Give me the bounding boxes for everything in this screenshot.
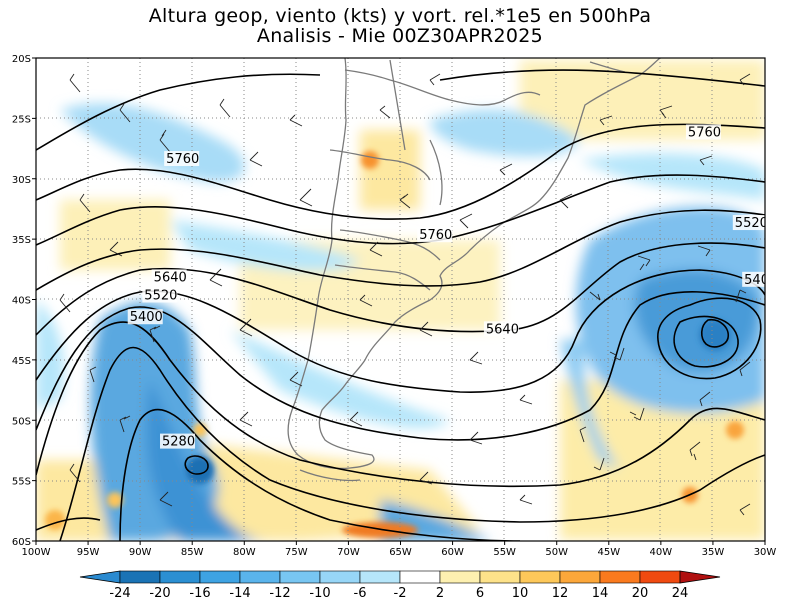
colorbar-segment (399, 570, 441, 584)
lon-tick-label: 85W (181, 547, 204, 558)
map-plot-area: 5760 5760 5760 5640 5640 5520 5520 5400 5400 5280 (36, 58, 777, 541)
lat-tick-label: 35S (12, 235, 31, 246)
contour-label-text: 5400 (744, 273, 777, 288)
colorbar-label: -2 (394, 586, 407, 600)
colorbar-label: 14 (592, 586, 609, 600)
contour-label-text: 5520 (144, 289, 177, 304)
lon-tick-label: 35W (702, 547, 725, 558)
lat-tick-label: 30S (12, 175, 31, 186)
lon-tick-label: 40W (650, 547, 673, 558)
lon-tick-label: 80W (233, 547, 256, 558)
colorbar-segment (199, 570, 241, 584)
contour-label: 5640 (151, 269, 187, 285)
colorbar-label: 2 (436, 586, 444, 600)
lon-tick-label: 60W (441, 547, 464, 558)
lat-tick-label: 60S (12, 537, 31, 548)
colorbar-low-arrow (79, 570, 121, 584)
lat-tick-label: 20S (12, 54, 31, 65)
contour-label-text: 5400 (130, 310, 163, 325)
latlon-grid (36, 58, 765, 541)
map-subtitle: Analisis - Mie 00Z30APR2025 (256, 25, 544, 47)
lon-tick-label: 100W (22, 547, 51, 558)
contour-labels: 5760 5760 5760 5640 5640 5520 5520 5400 5400 5280 (127, 124, 777, 450)
colorbar-segment (519, 570, 561, 584)
contour-label-text: 5760 (688, 125, 721, 140)
colorbar-label: 20 (632, 586, 649, 600)
colorbar-segment (479, 570, 521, 584)
coastlines (287, 58, 661, 482)
contour-label-text: 5640 (154, 270, 187, 285)
colorbar-label: -12 (269, 586, 290, 600)
colorbar-segment (439, 570, 481, 584)
colorbar-label: -10 (309, 586, 330, 600)
lon-tick-label: 45W (597, 547, 620, 558)
lon-tick-label: 75W (285, 547, 308, 558)
colorbar-segment (359, 570, 401, 584)
contour-label: 5520 (142, 287, 177, 304)
colorbar-label: 10 (512, 586, 529, 600)
lat-tick-label: 50S (12, 416, 31, 427)
lat-tick-label: 40S (12, 296, 31, 307)
colorbar-segment (319, 570, 361, 584)
colorbar-label: -14 (229, 586, 250, 600)
contour-label-text: 5520 (735, 216, 768, 231)
wind-barbs (59, 73, 751, 516)
longitude-axis: 100W 95W 90W 85W 80W 75W 70W 65W 60W 55W 50W 45W 40W… (22, 541, 777, 558)
colorbar-segment (599, 570, 641, 584)
colorbar-label: -6 (354, 586, 367, 600)
colorbar-segment (559, 570, 601, 584)
lat-tick-label: 25S (12, 114, 31, 125)
lat-tick-label: 45S (12, 356, 31, 367)
lon-tick-label: 95W (77, 547, 100, 558)
colorbar-label: -24 (109, 586, 130, 600)
colorbar-label: 6 (476, 586, 484, 600)
colorbar-segment (279, 570, 321, 584)
lon-tick-label: 30W (754, 547, 777, 558)
contour-label: 5640 (483, 321, 519, 337)
colorbar-label: -20 (149, 586, 170, 600)
lon-tick-label: 90W (129, 547, 152, 558)
contour-label: 5760 (164, 151, 199, 167)
contour-label: 5760 (685, 124, 721, 140)
contour-label: 5760 (417, 227, 452, 243)
colorbar-label: 12 (552, 586, 569, 600)
contour-label: 5400 (127, 309, 163, 325)
lon-tick-label: 55W (493, 547, 516, 558)
height-contours (36, 69, 765, 541)
contour-label-text: 5280 (162, 435, 195, 450)
colorbar-high-arrow (679, 570, 721, 584)
colorbar-segment (119, 570, 161, 584)
contour-label: 5400 (742, 271, 777, 288)
lon-tick-label: 65W (389, 547, 412, 558)
colorbar-segment (239, 570, 281, 584)
contour-label: 5520 (732, 215, 768, 231)
lon-tick-label: 50W (545, 547, 568, 558)
lat-tick-label: 55S (12, 477, 31, 488)
colorbar-segment (639, 570, 681, 584)
colorbar-segment (159, 570, 201, 584)
contour-label-text: 5760 (419, 228, 452, 243)
map-title: Altura geop, viento (kts) y vort. rel.*1… (148, 5, 652, 27)
colorbar-label: -16 (189, 586, 210, 600)
lon-tick-label: 70W (337, 547, 360, 558)
contour-label: 5280 (160, 433, 195, 450)
contour-label-text: 5640 (486, 322, 519, 337)
colorbar-label: 24 (672, 586, 689, 600)
vorticity-colorbar: -24 -20 -16 -14 -12 -10 -6 -2 2 6 10 12 14 20 24 (79, 570, 721, 600)
contour-label-text: 5760 (166, 152, 199, 167)
latitude-axis: 20S 25S 30S 35S 40S 45S 50S 55S 60S (12, 54, 36, 548)
